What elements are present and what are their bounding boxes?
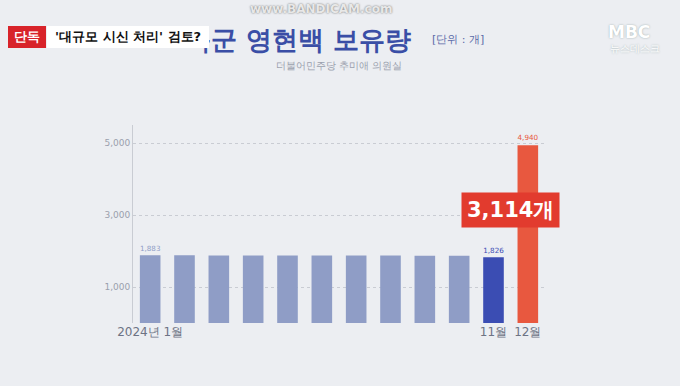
svg-text:육군 영현백 보유량: 육군 영현백 보유량 (185, 25, 411, 55)
svg-text:1,000: 1,000 (104, 282, 130, 292)
html-text:뉴스데스크: 뉴스데스크 (610, 43, 660, 54)
svg-text:1,826: 1,826 (483, 246, 504, 255)
svg-text:3,114개: 3,114개 (467, 198, 554, 222)
svg-text:4,940: 4,940 (518, 133, 539, 142)
svg-text:[단위 : 개]: [단위 : 개] (432, 33, 484, 46)
svg-text:더불어민주당 추미애 의원실: 더불어민주당 추미애 의원실 (276, 60, 402, 71)
html-text:'대규모 시신 처리' 검토?: '대규모 시신 처리' 검토? (55, 29, 202, 44)
svg-text:5,000: 5,000 (104, 138, 130, 148)
svg-text:3,000: 3,000 (104, 210, 130, 220)
svg-text:12월: 12월 (514, 325, 541, 339)
html-text:MBC: MBC (608, 22, 651, 42)
html-text:단독: 단독 (14, 29, 40, 44)
svg-text:11월: 11월 (480, 325, 507, 339)
html-text:www.BANDICAM.com: www.BANDICAM.com (250, 2, 393, 16)
svg-text:1,883: 1,883 (140, 244, 161, 253)
svg-text:2024년 1월: 2024년 1월 (117, 325, 183, 339)
